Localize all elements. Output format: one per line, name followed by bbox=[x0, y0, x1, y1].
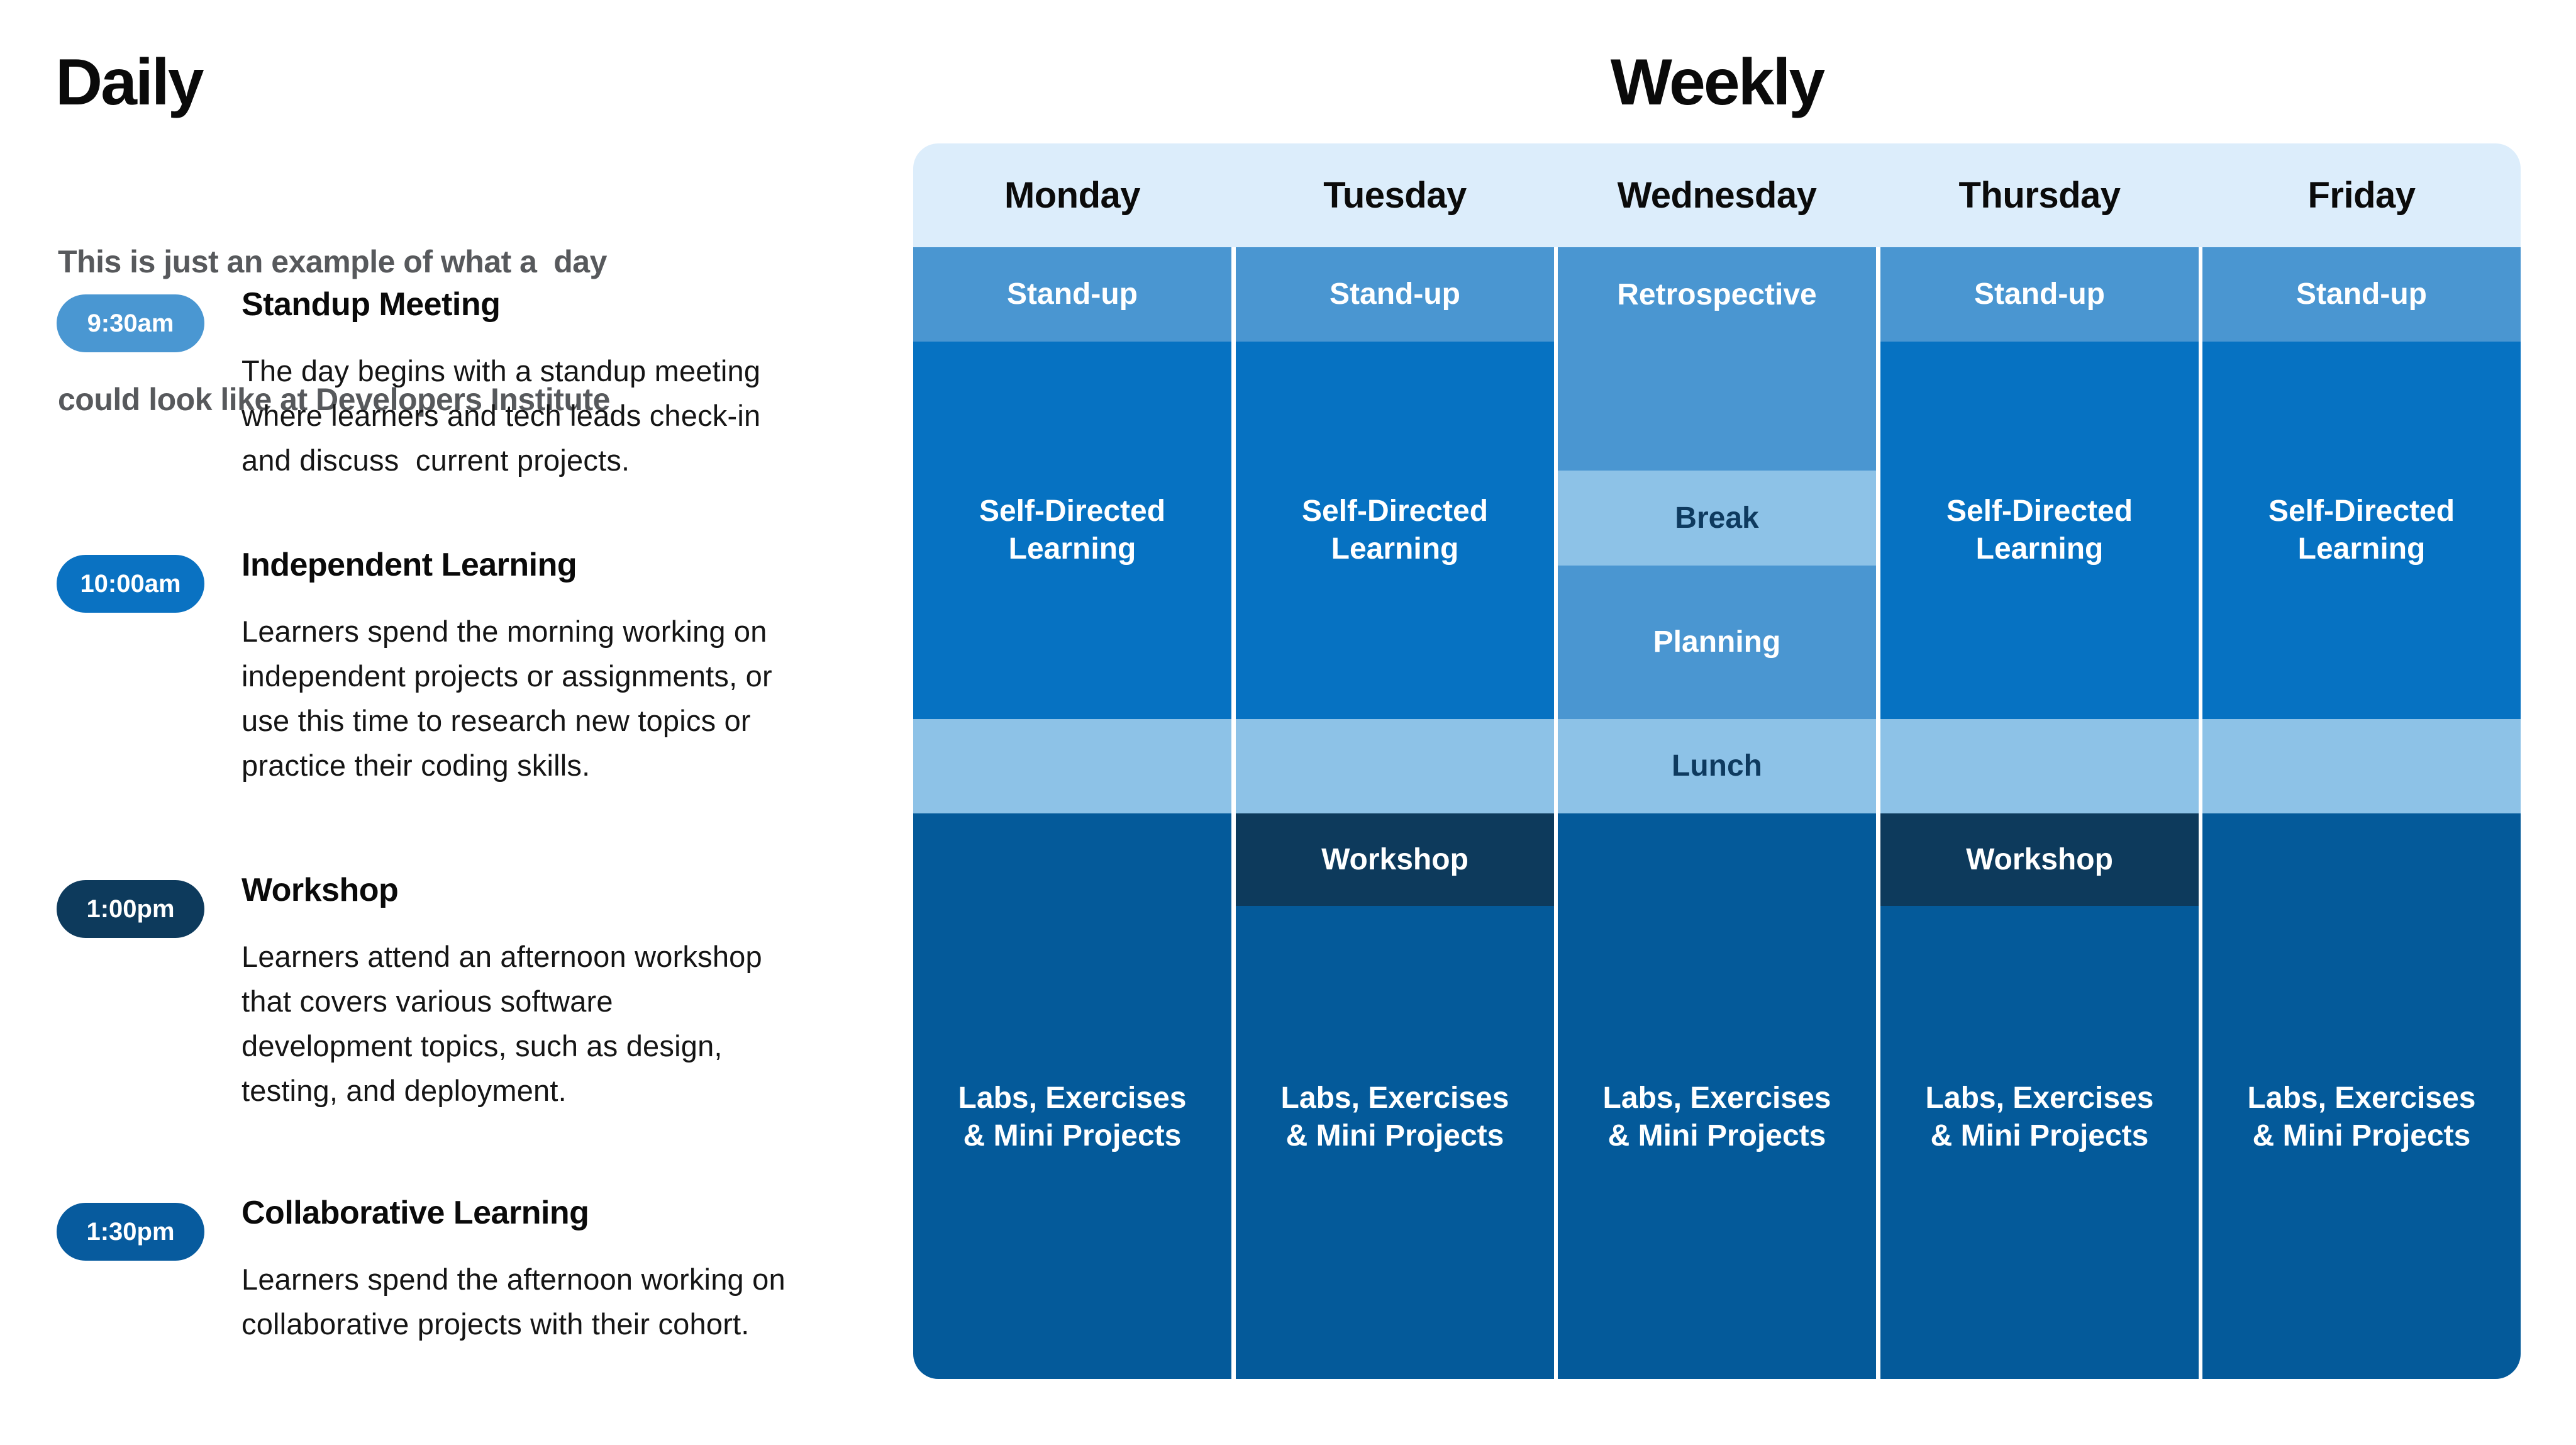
cell-planning: Planning bbox=[1558, 566, 1876, 719]
item-heading: Workshop bbox=[242, 872, 399, 908]
cell-workshop: Workshop bbox=[1880, 813, 2199, 906]
cell-labs-exercises: Labs, Exercises & Mini Projects bbox=[2202, 813, 2521, 1379]
time-pill: 9:30am bbox=[57, 294, 204, 352]
column-monday: Stand-up Self-Directed Learning Labs, Ex… bbox=[913, 247, 1231, 1379]
cell-label: Self-Directed Learning bbox=[1301, 494, 1489, 566]
time-pill-label: 10:00am bbox=[80, 569, 181, 598]
cell-label: Break bbox=[1675, 501, 1759, 535]
paragraph-line: testing, and deployment. bbox=[242, 1074, 567, 1107]
weekday-header-row: Monday Tuesday Wednesday Thursday Friday bbox=[913, 143, 2521, 247]
item-paragraph: Learners attend an afternoon workshop th… bbox=[242, 934, 762, 1113]
time-pill: 10:00am bbox=[57, 555, 204, 613]
cell-label: Labs, Exercises & Mini Projects bbox=[958, 1081, 1187, 1152]
cell-lunch: Lunch bbox=[1558, 719, 1876, 813]
paragraph-line: Learners spend the morning working on bbox=[242, 615, 767, 648]
column-wednesday: Retrospective Break Planning Lunch Labs,… bbox=[1558, 247, 1876, 1379]
time-pill-label: 1:30pm bbox=[86, 1217, 175, 1246]
cell-self-directed-learning: Self-Directed Learning bbox=[1880, 342, 2199, 719]
cell-labs-exercises: Labs, Exercises & Mini Projects bbox=[1558, 813, 1876, 1379]
item-heading: Standup Meeting bbox=[242, 286, 501, 323]
daily-subtitle-line: could look like at Developers Institute bbox=[58, 382, 610, 417]
cell-lunch bbox=[913, 719, 1231, 813]
cell-label: Workshop bbox=[1321, 842, 1468, 876]
cell-lunch bbox=[1236, 719, 1554, 813]
cell-label: Labs, Exercises & Mini Projects bbox=[1602, 1081, 1831, 1152]
cell-label: Workshop bbox=[1966, 842, 2113, 876]
cell-workshop: Workshop bbox=[1236, 813, 1554, 906]
item-paragraph: Learners spend the morning working on in… bbox=[242, 609, 772, 788]
time-pill-label: 1:00pm bbox=[86, 895, 175, 923]
paragraph-line: that covers various software bbox=[242, 985, 613, 1018]
daily-title: Daily bbox=[55, 46, 204, 119]
cell-labs-exercises: Labs, Exercises & Mini Projects bbox=[1880, 906, 2199, 1379]
cell-retrospective: Retrospective bbox=[1558, 247, 1876, 471]
column-friday: Stand-up Self-Directed Learning Labs, Ex… bbox=[2202, 247, 2521, 1379]
item-paragraph: Learners spend the afternoon working on … bbox=[242, 1257, 786, 1346]
cell-label: Labs, Exercises & Mini Projects bbox=[2247, 1081, 2476, 1152]
cell-break: Break bbox=[1558, 471, 1876, 566]
cell-self-directed-learning: Self-Directed Learning bbox=[1236, 342, 1554, 719]
cell-label: Stand-up bbox=[1330, 277, 1460, 311]
daily-subtitle-line: This is just an example of what a day bbox=[58, 244, 607, 279]
paragraph-line: and discuss current projects. bbox=[242, 444, 630, 477]
cell-label: Labs, Exercises & Mini Projects bbox=[1280, 1081, 1509, 1152]
weekly-title: Weekly bbox=[1610, 46, 1826, 119]
daily-subtitle: This is just an example of what a day co… bbox=[58, 147, 610, 515]
cell-label: Lunch bbox=[1672, 749, 1762, 783]
item-heading: Independent Learning bbox=[242, 547, 577, 583]
schedule-grid: Stand-up Self-Directed Learning Labs, Ex… bbox=[913, 247, 2521, 1379]
time-pill: 1:30pm bbox=[57, 1203, 204, 1261]
cell-label: Self-Directed Learning bbox=[1946, 494, 2133, 566]
item-heading: Collaborative Learning bbox=[242, 1195, 589, 1231]
cell-lunch bbox=[2202, 719, 2521, 813]
paragraph-line: Learners attend an afternoon workshop bbox=[242, 940, 762, 973]
paragraph-line: where learners and tech leads check-in bbox=[242, 399, 761, 432]
paragraph-line: use this time to research new topics or bbox=[242, 704, 751, 737]
cell-standup: Stand-up bbox=[1880, 247, 2199, 342]
cell-lunch bbox=[1880, 719, 2199, 813]
column-tuesday: Stand-up Self-Directed Learning Workshop… bbox=[1236, 247, 1554, 1379]
cell-label: Stand-up bbox=[2296, 277, 2427, 311]
cell-label: Planning bbox=[1653, 625, 1781, 659]
cell-label: Stand-up bbox=[1974, 277, 2105, 311]
cell-labs-exercises: Labs, Exercises & Mini Projects bbox=[1236, 906, 1554, 1379]
item-paragraph: The day begins with a standup meeting wh… bbox=[242, 349, 760, 483]
paragraph-line: development topics, such as design, bbox=[242, 1029, 723, 1063]
column-thursday: Stand-up Self-Directed Learning Workshop… bbox=[1880, 247, 2199, 1379]
cell-self-directed-learning: Self-Directed Learning bbox=[913, 342, 1231, 719]
day-header-friday: Friday bbox=[2307, 175, 2416, 216]
time-pill-label: 9:30am bbox=[87, 309, 174, 337]
day-header-monday: Monday bbox=[1004, 175, 1141, 216]
paragraph-line: independent projects or assignments, or bbox=[242, 659, 772, 693]
cell-labs-exercises: Labs, Exercises & Mini Projects bbox=[913, 813, 1231, 1379]
cell-standup: Stand-up bbox=[1236, 247, 1554, 342]
paragraph-line: Learners spend the afternoon working on bbox=[242, 1263, 786, 1296]
paragraph-line: collaborative projects with their cohort… bbox=[242, 1307, 750, 1341]
cell-label: Self-Directed Learning bbox=[2268, 494, 2455, 566]
time-pill: 1:00pm bbox=[57, 880, 204, 938]
cell-standup: Stand-up bbox=[913, 247, 1231, 342]
cell-standup: Stand-up bbox=[2202, 247, 2521, 342]
cell-label: Retrospective bbox=[1617, 277, 1817, 311]
weekly-schedule-table: Monday Tuesday Wednesday Thursday Friday… bbox=[913, 143, 2521, 1379]
cell-label: Labs, Exercises & Mini Projects bbox=[1925, 1081, 2154, 1152]
cell-label: Stand-up bbox=[1007, 277, 1138, 311]
day-header-tuesday: Tuesday bbox=[1323, 175, 1467, 216]
day-header-wednesday: Wednesday bbox=[1617, 175, 1817, 216]
day-header-thursday: Thursday bbox=[1958, 175, 2121, 216]
paragraph-line: The day begins with a standup meeting bbox=[242, 354, 761, 388]
daily-section: Daily This is just an example of what a … bbox=[0, 0, 912, 1445]
paragraph-line: practice their coding skills. bbox=[242, 749, 591, 782]
cell-label: Self-Directed Learning bbox=[979, 494, 1166, 566]
cell-self-directed-learning: Self-Directed Learning bbox=[2202, 342, 2521, 719]
